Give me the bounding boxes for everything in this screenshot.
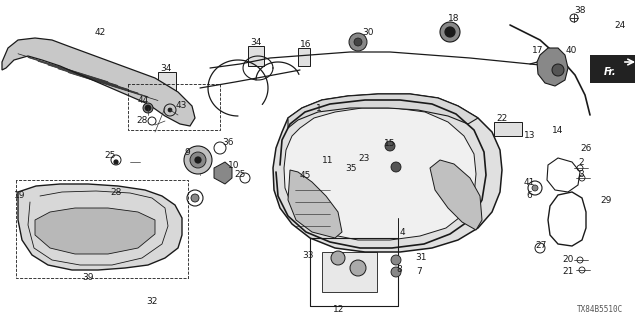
Circle shape bbox=[349, 33, 367, 51]
FancyBboxPatch shape bbox=[298, 48, 310, 66]
Text: 11: 11 bbox=[322, 156, 333, 164]
Circle shape bbox=[168, 108, 172, 112]
Text: 35: 35 bbox=[345, 164, 356, 172]
Text: 20: 20 bbox=[562, 255, 573, 265]
Circle shape bbox=[391, 162, 401, 172]
Circle shape bbox=[145, 105, 151, 111]
Text: 3: 3 bbox=[578, 170, 584, 179]
Text: 25: 25 bbox=[234, 170, 245, 179]
Text: 42: 42 bbox=[95, 28, 106, 36]
Text: 22: 22 bbox=[496, 114, 508, 123]
Polygon shape bbox=[273, 94, 502, 252]
Circle shape bbox=[552, 64, 564, 76]
Circle shape bbox=[385, 141, 395, 151]
Circle shape bbox=[354, 38, 362, 46]
Text: Fr.: Fr. bbox=[604, 67, 616, 77]
Text: 16: 16 bbox=[300, 39, 312, 49]
Polygon shape bbox=[2, 38, 195, 126]
Text: 36: 36 bbox=[222, 138, 234, 147]
Polygon shape bbox=[537, 48, 568, 86]
Text: 38: 38 bbox=[574, 5, 586, 14]
Polygon shape bbox=[35, 208, 155, 254]
Text: 34: 34 bbox=[250, 37, 261, 46]
Text: 26: 26 bbox=[580, 143, 591, 153]
Text: 23: 23 bbox=[358, 154, 369, 163]
Text: 41: 41 bbox=[524, 178, 536, 187]
Text: 10: 10 bbox=[228, 161, 239, 170]
Circle shape bbox=[331, 251, 345, 265]
Text: 7: 7 bbox=[416, 268, 422, 276]
Text: 9: 9 bbox=[184, 148, 189, 156]
Text: 43: 43 bbox=[176, 100, 188, 109]
FancyBboxPatch shape bbox=[590, 55, 635, 83]
Text: 8: 8 bbox=[396, 266, 402, 275]
Text: 40: 40 bbox=[566, 45, 577, 54]
Text: 33: 33 bbox=[302, 251, 314, 260]
Text: 18: 18 bbox=[448, 13, 460, 22]
Text: 1: 1 bbox=[316, 103, 322, 113]
Text: 44: 44 bbox=[138, 95, 149, 105]
Circle shape bbox=[350, 260, 366, 276]
Text: 17: 17 bbox=[532, 45, 543, 54]
Text: 31: 31 bbox=[415, 253, 426, 262]
Text: 6: 6 bbox=[526, 190, 532, 199]
FancyBboxPatch shape bbox=[494, 122, 522, 136]
Text: 2: 2 bbox=[578, 157, 584, 166]
Polygon shape bbox=[18, 184, 182, 270]
Circle shape bbox=[532, 185, 538, 191]
Circle shape bbox=[191, 194, 199, 202]
Text: 12: 12 bbox=[333, 306, 344, 315]
Text: 24: 24 bbox=[614, 20, 625, 29]
Text: 21: 21 bbox=[562, 268, 573, 276]
Polygon shape bbox=[288, 170, 342, 238]
Text: 28: 28 bbox=[136, 116, 147, 124]
Text: 15: 15 bbox=[384, 139, 396, 148]
Circle shape bbox=[445, 27, 455, 37]
Circle shape bbox=[143, 103, 153, 113]
Text: 19: 19 bbox=[14, 190, 26, 199]
Circle shape bbox=[114, 160, 118, 164]
Polygon shape bbox=[430, 160, 482, 230]
Polygon shape bbox=[214, 162, 232, 184]
Text: 25: 25 bbox=[104, 150, 115, 159]
Text: 45: 45 bbox=[300, 171, 312, 180]
Text: 29: 29 bbox=[600, 196, 611, 204]
Text: TX84B5510C: TX84B5510C bbox=[577, 306, 623, 315]
Polygon shape bbox=[288, 94, 478, 128]
FancyBboxPatch shape bbox=[248, 46, 264, 66]
Text: 30: 30 bbox=[362, 28, 374, 36]
Circle shape bbox=[391, 255, 401, 265]
Circle shape bbox=[184, 146, 212, 174]
Text: 34: 34 bbox=[160, 63, 172, 73]
Text: 27: 27 bbox=[535, 241, 547, 250]
Circle shape bbox=[440, 22, 460, 42]
Text: 39: 39 bbox=[82, 274, 93, 283]
Text: 4: 4 bbox=[400, 228, 406, 236]
Circle shape bbox=[190, 152, 206, 168]
Text: 32: 32 bbox=[146, 298, 157, 307]
Text: 13: 13 bbox=[524, 131, 536, 140]
Text: 14: 14 bbox=[552, 125, 563, 134]
Circle shape bbox=[195, 157, 201, 163]
Polygon shape bbox=[284, 108, 476, 240]
FancyBboxPatch shape bbox=[158, 72, 176, 94]
Circle shape bbox=[391, 267, 401, 277]
Text: 28: 28 bbox=[110, 188, 122, 196]
FancyBboxPatch shape bbox=[322, 252, 377, 292]
